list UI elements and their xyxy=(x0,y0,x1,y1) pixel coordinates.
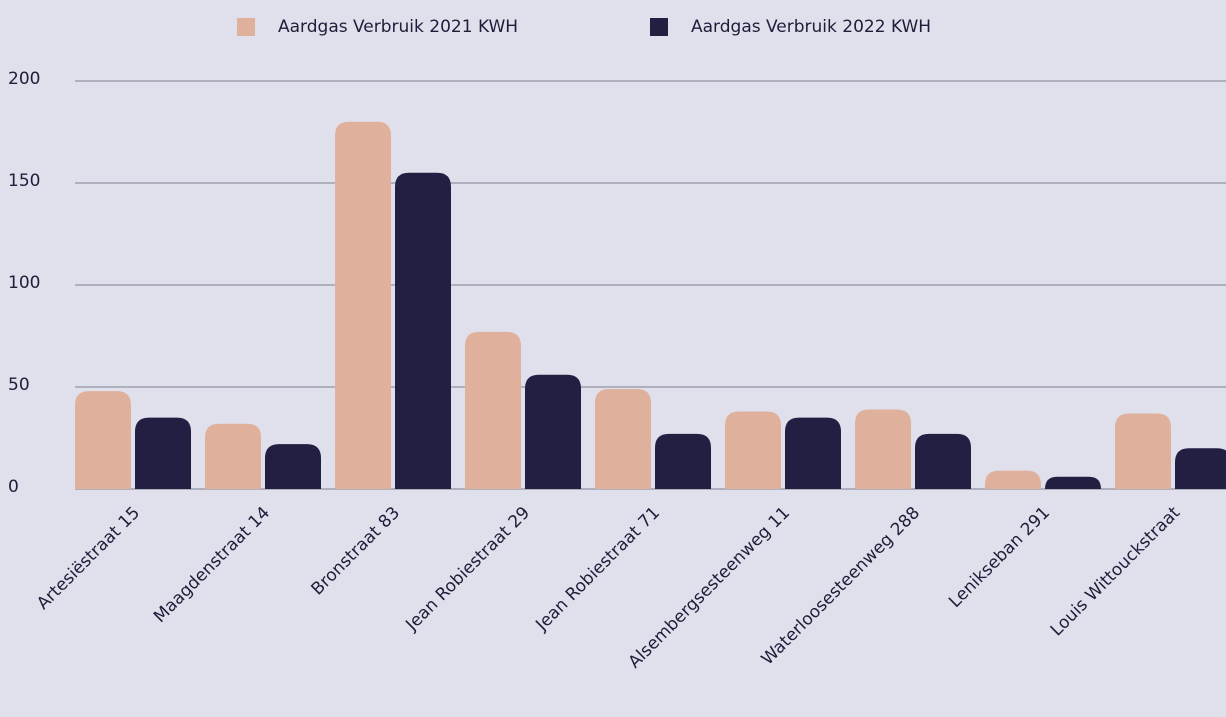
bar xyxy=(725,411,781,489)
bar xyxy=(335,121,391,490)
bar xyxy=(1175,448,1226,489)
bar xyxy=(525,374,581,489)
bar xyxy=(595,389,651,489)
bar xyxy=(915,433,971,489)
y-tick-label: 100 xyxy=(8,273,40,293)
bar xyxy=(785,417,841,489)
x-tick-label: Jean Robiestraat 71 xyxy=(531,503,664,636)
legend-swatch xyxy=(237,18,255,36)
y-tick-label: 50 xyxy=(8,375,30,395)
y-tick-label: 0 xyxy=(8,477,19,497)
bar xyxy=(465,331,521,489)
x-tick-label: Louis Wittouckstraat xyxy=(1047,503,1185,641)
legend-label: Aardgas Verbruik 2022 KWH xyxy=(691,17,931,37)
bar xyxy=(265,444,321,489)
legend-swatch xyxy=(650,18,668,36)
y-tick-label: 200 xyxy=(8,69,40,89)
y-tick-label: 150 xyxy=(8,171,40,191)
bar xyxy=(855,409,911,489)
bar xyxy=(655,433,711,489)
x-tick-label: Bronstraat 83 xyxy=(308,503,405,600)
bar xyxy=(135,417,191,489)
bar xyxy=(985,470,1041,489)
bar xyxy=(1045,476,1101,489)
bar xyxy=(1115,413,1171,489)
x-tick-label: Maagdenstraat 14 xyxy=(150,503,274,627)
bar xyxy=(395,172,451,490)
bar xyxy=(205,423,261,489)
x-tick-label: Lenikseban 291 xyxy=(945,503,1054,612)
bar xyxy=(75,391,131,489)
legend-label: Aardgas Verbruik 2021 KWH xyxy=(278,17,518,37)
x-tick-label: Jean Robiestraat 29 xyxy=(401,503,534,636)
x-tick-label: Artesiëstraat 15 xyxy=(33,503,144,614)
